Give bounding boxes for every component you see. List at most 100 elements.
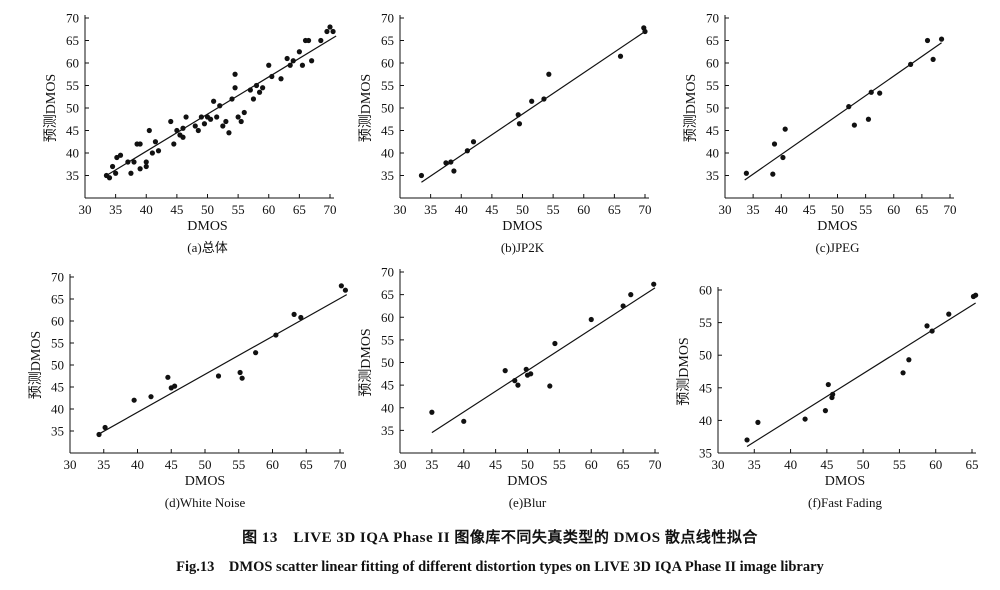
data-point	[269, 73, 275, 80]
data-point	[620, 303, 626, 309]
y-tick-label: 60	[706, 56, 719, 71]
y-tick-label: 65	[381, 287, 394, 302]
data-point	[165, 374, 171, 380]
data-point	[131, 397, 137, 403]
data-point	[512, 378, 518, 384]
panel-caption: (a)总体	[187, 240, 227, 255]
data-point	[771, 141, 778, 147]
data-point	[220, 123, 226, 129]
y-axis-title: 预测DMOS	[683, 74, 699, 142]
x-tick-label: 40	[131, 457, 144, 472]
data-point	[327, 24, 333, 30]
data-point	[846, 104, 852, 110]
panel-caption: (d)White Noise	[165, 495, 246, 510]
panel-caption: (b)JP2K	[501, 240, 545, 255]
x-tick-label: 50	[516, 202, 529, 217]
scatter-panel-6: 30 35 40 45 50 55 60 65354045505560DMOS预测DMOS(f…	[676, 283, 979, 511]
data-point	[253, 82, 260, 89]
data-point	[443, 160, 449, 166]
data-point	[929, 328, 935, 334]
y-axis-title: 预测DMOS	[43, 74, 59, 142]
data-point	[214, 114, 220, 120]
data-point	[223, 118, 229, 125]
data-point	[239, 375, 245, 381]
x-tick-label: 70	[649, 457, 662, 472]
scatter-panel-1: 30 35 40 45 50 55 60 65 70 35 40 45 50 55 60 65 70 DMOS 预测…	[43, 11, 337, 256]
data-point	[515, 112, 521, 118]
x-tick-label: 65	[293, 202, 306, 217]
data-point	[324, 28, 330, 35]
linear-fit-line	[746, 302, 976, 447]
data-point	[260, 85, 266, 91]
x-tick-label: 60	[577, 202, 590, 217]
x-tick-label: 65	[608, 202, 621, 217]
x-tick-label: 35	[747, 202, 760, 217]
data-point	[744, 437, 750, 443]
data-point	[152, 139, 159, 145]
y-tick-label: 55	[381, 332, 394, 347]
data-point	[299, 62, 306, 68]
x-tick-label: 65	[915, 202, 928, 217]
data-point	[232, 85, 238, 91]
x-tick-label: 55	[893, 457, 906, 472]
data-point	[547, 383, 553, 389]
x-tick-label: 65	[300, 457, 313, 472]
data-point	[180, 125, 186, 131]
figure-caption-english: Fig.13 DMOS scatter linear fitting of di…	[176, 559, 824, 575]
x-axis-title: DMOS	[502, 219, 542, 234]
x-tick-label: 30	[64, 457, 77, 472]
x-tick-label: 35	[424, 202, 437, 217]
y-tick-label: 60	[66, 56, 79, 71]
data-point	[241, 109, 247, 116]
y-tick-label: 60	[381, 310, 394, 325]
data-point	[515, 382, 521, 388]
x-tick-label: 55	[859, 202, 872, 217]
x-tick-label: 40	[457, 457, 470, 472]
x-axis-title: DMOS	[817, 219, 857, 234]
y-tick-label: 55	[381, 78, 394, 93]
data-point	[180, 134, 186, 140]
data-point	[183, 114, 189, 120]
data-point	[211, 98, 217, 104]
panel-caption: (f)Fast Fading	[808, 495, 883, 510]
data-point	[226, 130, 232, 136]
y-tick-label: 65	[381, 33, 394, 48]
data-point	[305, 37, 312, 44]
y-tick-label: 65	[51, 292, 64, 307]
y-tick-label: 60	[51, 314, 64, 329]
x-tick-label: 70	[944, 202, 957, 217]
data-point	[825, 381, 831, 388]
data-point	[238, 118, 244, 125]
y-tick-label: 70	[381, 11, 394, 26]
data-point	[207, 116, 214, 122]
scatter-panel-5: 30 35 40 45 50 55 60 65 70 35 40 45 50 55 60 65 70 DMOS 预测…	[358, 265, 662, 511]
data-point	[143, 159, 149, 165]
data-point	[908, 61, 914, 67]
data-point	[146, 127, 152, 134]
x-tick-label: 35	[109, 202, 122, 217]
x-tick-label: 50	[521, 457, 534, 472]
y-tick-label: 35	[699, 446, 712, 461]
y-tick-label: 40	[51, 402, 64, 417]
data-point	[617, 53, 624, 59]
y-tick-label: 35	[51, 424, 64, 439]
data-point	[330, 28, 336, 35]
y-tick-label: 40	[699, 413, 712, 428]
data-point	[342, 287, 348, 293]
data-point	[137, 141, 143, 147]
linear-fit-line	[100, 294, 348, 434]
panel-caption: (c)JPEG	[815, 240, 859, 255]
data-point	[418, 172, 425, 179]
y-tick-label: 40	[706, 146, 719, 161]
data-point	[877, 90, 883, 96]
x-tick-label: 60	[585, 457, 598, 472]
scatter-panel-4: 30 35 40 45 50 55 60 65 70 35 40 45 50 55 60 65 70 DMOS 预测…	[28, 270, 348, 510]
x-tick-label: 30	[719, 202, 732, 217]
data-point	[273, 332, 279, 338]
x-tick-label: 65	[966, 457, 979, 472]
data-point	[651, 281, 657, 287]
data-point	[309, 58, 315, 64]
y-tick-label: 45	[381, 378, 394, 393]
x-tick-label: 30	[394, 202, 407, 217]
data-point	[529, 98, 535, 104]
